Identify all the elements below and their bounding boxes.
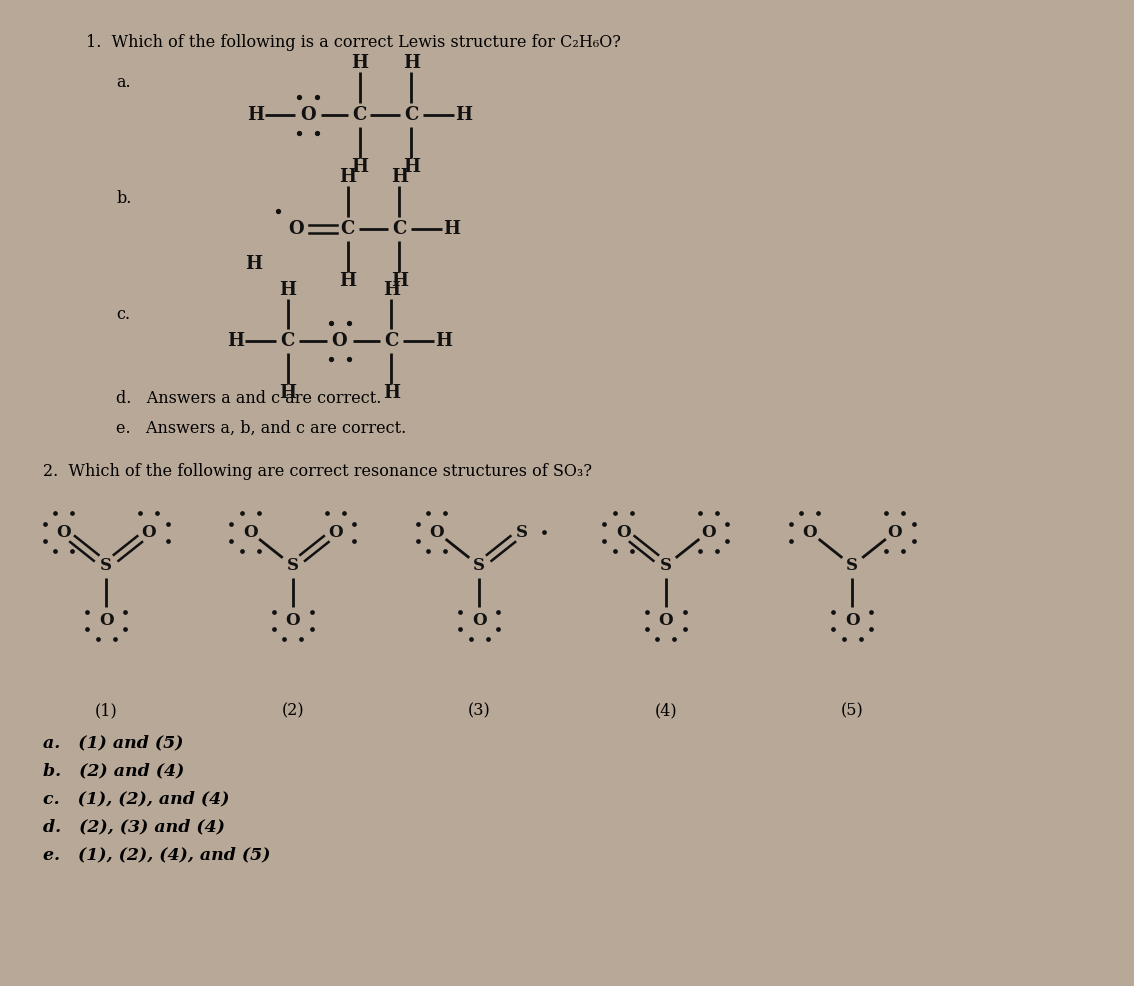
Text: C: C (280, 332, 295, 350)
Text: O: O (243, 524, 257, 540)
Text: S: S (846, 557, 858, 574)
Text: O: O (659, 611, 674, 629)
Text: b.   (2) and (4): b. (2) and (4) (43, 763, 185, 780)
Text: O: O (286, 611, 301, 629)
Text: O: O (888, 524, 903, 540)
Text: O: O (288, 220, 304, 238)
Text: C: C (404, 106, 418, 124)
Text: O: O (142, 524, 156, 540)
Text: a.   (1) and (5): a. (1) and (5) (43, 735, 184, 751)
Text: H: H (227, 332, 244, 350)
Text: e.   (1), (2), (4), and (5): e. (1), (2), (4), and (5) (43, 846, 271, 864)
Text: H: H (352, 54, 369, 72)
Text: H: H (279, 281, 296, 299)
Text: H: H (391, 168, 408, 186)
Text: d.   (2), (3) and (4): d. (2), (3) and (4) (43, 818, 226, 835)
Text: d.   Answers a and c are correct.: d. Answers a and c are correct. (116, 389, 381, 407)
Text: H: H (383, 385, 400, 402)
Text: e.   Answers a, b, and c are correct.: e. Answers a, b, and c are correct. (116, 420, 406, 437)
Text: S: S (100, 557, 112, 574)
Text: O: O (99, 611, 113, 629)
Text: O: O (430, 524, 445, 540)
Text: O: O (332, 332, 347, 350)
Text: H: H (442, 220, 459, 238)
Text: H: H (339, 168, 356, 186)
Text: C: C (340, 220, 355, 238)
Text: O: O (328, 524, 342, 540)
Text: O: O (803, 524, 818, 540)
Text: O: O (616, 524, 631, 540)
Text: (3): (3) (468, 702, 491, 719)
Text: S: S (516, 524, 527, 540)
Text: S: S (660, 557, 671, 574)
Text: (4): (4) (654, 702, 677, 719)
Text: c.   (1), (2), and (4): c. (1), (2), and (4) (43, 791, 230, 808)
Text: S: S (473, 557, 485, 574)
Text: O: O (57, 524, 71, 540)
Text: H: H (383, 281, 400, 299)
Text: H: H (245, 254, 262, 273)
Text: (2): (2) (281, 702, 304, 719)
Text: H: H (403, 54, 420, 72)
Text: O: O (299, 106, 315, 124)
Text: C: C (392, 220, 407, 238)
Text: C: C (384, 332, 399, 350)
Text: O: O (701, 524, 716, 540)
Text: O: O (845, 611, 860, 629)
Text: O: O (472, 611, 486, 629)
Text: b.: b. (116, 190, 132, 207)
Text: H: H (391, 271, 408, 290)
Text: a.: a. (116, 74, 130, 91)
Text: H: H (247, 106, 264, 124)
Text: H: H (279, 385, 296, 402)
Text: H: H (339, 271, 356, 290)
Text: H: H (434, 332, 451, 350)
Text: C: C (353, 106, 366, 124)
Text: S: S (287, 557, 298, 574)
Text: H: H (455, 106, 472, 124)
Text: c.: c. (116, 306, 130, 323)
Text: 2.  Which of the following are correct resonance structures of SO₃?: 2. Which of the following are correct re… (43, 462, 592, 479)
Text: H: H (403, 158, 420, 176)
Text: (5): (5) (841, 702, 864, 719)
Text: H: H (352, 158, 369, 176)
Text: (1): (1) (95, 702, 118, 719)
Text: 1.  Which of the following is a correct Lewis structure for C₂H₆O?: 1. Which of the following is a correct L… (86, 34, 621, 50)
